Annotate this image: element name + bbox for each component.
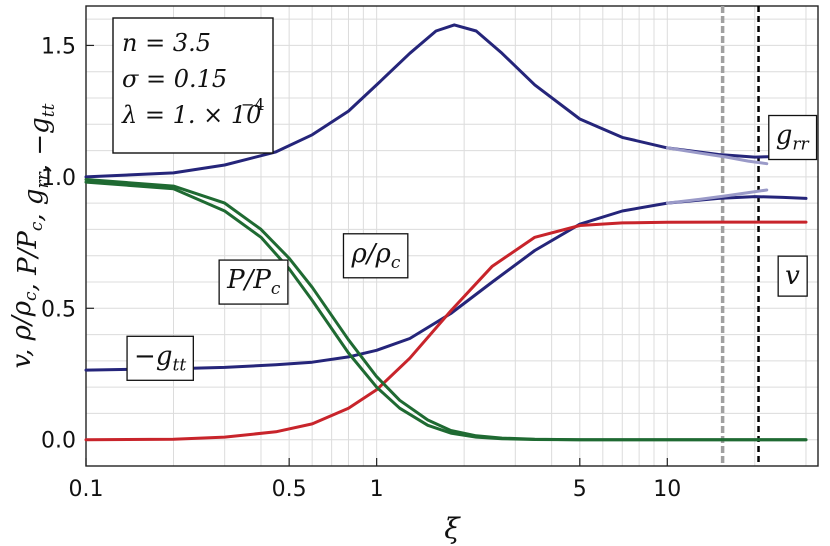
series-line-gttapprox [665, 188, 769, 205]
series-line-gtt [84, 195, 808, 372]
curve-label-v-box [777, 255, 808, 297]
y-tick-label: 1.5 [41, 34, 76, 59]
parameter-box-frame [112, 17, 274, 154]
parameter-n: n = 3.5 [122, 29, 211, 57]
curve-label-PPc-sub: c [271, 279, 281, 299]
y-axis-title-part: g [19, 188, 49, 205]
curve-label-gtt-main: −g [134, 341, 172, 371]
parameter-sigma: σ = 0.15 [122, 65, 227, 93]
y-axis-title-part: c [27, 221, 47, 231]
y-tick-label: 1.0 [41, 166, 76, 191]
curve-label-grr-text: grr [776, 121, 810, 155]
curve-label-PPc-text: P/Pc [226, 265, 281, 299]
y-axis-title-part: , −g [25, 117, 55, 172]
curve-label-gtt: −gtt [126, 335, 194, 381]
y-axis-title-part: , [19, 205, 49, 222]
parameter-box: n = 3.5 σ = 0.15 λ = 1. × 10−4 [112, 17, 274, 154]
y-axis-title-part: v [7, 353, 37, 368]
series-line-c [84, 178, 808, 442]
x-tick-label: 5 [573, 477, 587, 502]
x-tick-label: 10 [653, 477, 681, 502]
curve-label-PPc-main: P/P [226, 265, 271, 295]
parameter-lambda-exponent: −4 [241, 95, 265, 114]
parameter-lambda: λ = 1. × 10 [121, 101, 261, 129]
y-axis-title: v, ρ/ρc, P/Pc, grr, −gtt [7, 103, 59, 368]
x-axis-title: ξ [444, 512, 461, 545]
curve-label-PPc-box [218, 259, 289, 305]
curve-label-c: ρ/ρc [342, 233, 409, 279]
curve-label-grr-sub: rr [792, 135, 809, 155]
curve-label-v-text: v [785, 261, 800, 291]
y-axis-title-part: P/P [13, 231, 43, 276]
curve-label-c-box [342, 233, 409, 279]
y-axis-title-part: tt [39, 103, 59, 117]
curve-label-grr-box [768, 114, 818, 161]
plot-frame [85, 5, 819, 467]
curve-label-c-text: ρ/ρc [350, 239, 400, 273]
curve-label-grr: grr [768, 114, 818, 161]
series-group [84, 23, 808, 442]
curve-label-grr-main: g [776, 121, 793, 151]
curve-label-c-main: ρ/ρ [350, 239, 391, 269]
y-axis-title-part: rr [33, 171, 53, 188]
curve-label-gtt-box [126, 335, 194, 381]
curve-label-gtt-sub: tt [172, 355, 186, 375]
y-tick-label: 0.5 [41, 297, 76, 322]
y-axis-title-part: , [7, 340, 37, 357]
y-tick-label: 0.0 [41, 429, 76, 454]
curve-label-gtt-text: −gtt [134, 341, 186, 375]
curve-label-c-sub: c [391, 253, 401, 273]
series-line-v [84, 220, 808, 442]
x-tick-label: 0.1 [69, 477, 104, 502]
curve-label-PPc: P/Pc [218, 259, 289, 305]
series-line-grrapprox [665, 146, 769, 166]
x-tick-label: 1 [370, 477, 384, 502]
curve-label-v: v [777, 255, 808, 297]
y-axis-title-part: c [21, 291, 41, 301]
x-tick-label: 0.5 [272, 477, 307, 502]
y-axis-title-part: ρ/ρ [7, 300, 37, 341]
curve-label-v-main: v [785, 261, 800, 291]
y-axis-title-part: , [13, 275, 43, 292]
